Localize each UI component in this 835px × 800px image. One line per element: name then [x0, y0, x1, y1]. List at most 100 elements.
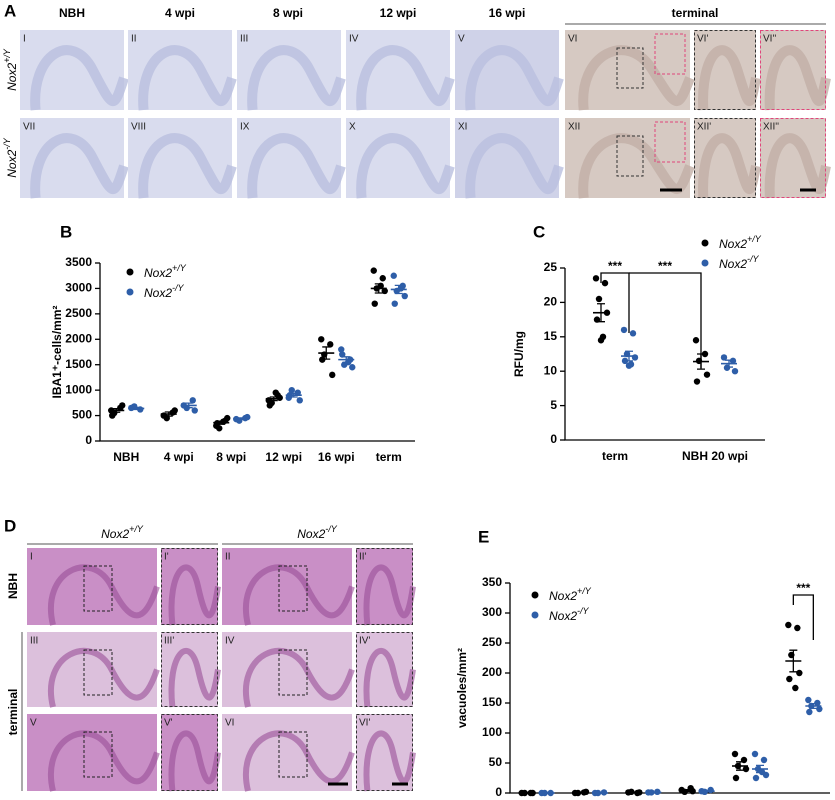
data-point: [381, 287, 388, 295]
data-point: [731, 368, 739, 375]
legend-marker: [701, 239, 709, 247]
tile-numeral: I: [23, 34, 26, 45]
zoom-border: [760, 118, 826, 198]
y-tick-label: 0: [550, 432, 557, 446]
x-tick-label: NBH: [113, 450, 139, 464]
x-tick-label: NBH 20 wpi: [682, 449, 748, 463]
tissue-fold: [363, 564, 416, 626]
tile-numeral: III: [30, 636, 38, 647]
data-point: [785, 621, 792, 629]
column-header: 12 wpi: [380, 6, 417, 20]
x-tick-label: 16 wpi: [318, 450, 355, 464]
label-superscript: +/Y: [577, 586, 592, 596]
panel-label: B: [60, 222, 72, 241]
row-label: NBH: [6, 573, 20, 599]
zoom-border: [161, 548, 218, 625]
label-superscript: -/Y: [325, 524, 337, 534]
tissue-fold: [138, 133, 237, 199]
significance-label: ***: [608, 259, 622, 273]
tissue-fold: [356, 133, 455, 199]
row-label: terminal: [6, 689, 20, 736]
tissue-fold: [30, 45, 129, 111]
panel-label: E: [478, 527, 489, 546]
error-bar: [756, 764, 764, 774]
error-bar: [132, 406, 141, 411]
data-point: [379, 275, 386, 282]
zoom-border: [161, 714, 218, 791]
error-bar: [374, 283, 383, 294]
data-point: [318, 336, 325, 343]
axis: [564, 268, 765, 441]
data-point: [731, 750, 739, 758]
y-tick-label: 0: [495, 785, 502, 799]
y-tick-label: 5: [550, 398, 557, 412]
data-point: [631, 354, 639, 361]
column-header: Nox2-/Y: [297, 524, 338, 541]
tissue-fold: [168, 730, 221, 792]
data-point: [752, 774, 760, 782]
tissue-fold: [764, 133, 831, 199]
data-point: [625, 362, 633, 369]
data-point: [806, 708, 813, 716]
zoom-border: [356, 632, 413, 707]
panel-label: A: [4, 1, 16, 20]
data-point: [760, 756, 768, 764]
row-label: Nox2-/Y: [2, 137, 19, 178]
y-tick-label: 1500: [65, 357, 92, 371]
error-bar: [702, 789, 711, 793]
y-tick-label: 20: [544, 295, 558, 309]
error-bar: [322, 346, 331, 360]
tissue-fold: [356, 45, 455, 111]
data-point: [329, 371, 336, 379]
tile-numeral: VI': [359, 718, 370, 729]
data-point: [729, 357, 737, 365]
data-point: [597, 337, 605, 344]
data-point: [109, 412, 116, 419]
zoom-box: [83, 731, 113, 778]
column-header: 8 wpi: [273, 6, 303, 20]
x-tick-label: term: [602, 449, 628, 463]
label-name: Nox2: [719, 257, 747, 271]
data-point: [620, 326, 628, 334]
legend-label: Nox2-/Y: [549, 606, 590, 623]
zoom-box: [278, 565, 308, 612]
tissue-fold: [465, 133, 564, 199]
y-tick-label: 500: [72, 408, 92, 422]
error-bar: [342, 356, 351, 364]
tile-numeral: XII: [568, 122, 580, 133]
tissue-fold: [363, 647, 416, 708]
y-tick-label: 15: [544, 329, 558, 343]
tile-numeral: III': [164, 636, 174, 647]
error-bar: [289, 392, 298, 398]
panel-label: D: [4, 516, 16, 535]
zoom-box: [616, 47, 644, 89]
y-tick-label: 250: [482, 635, 502, 649]
data-point: [742, 765, 750, 773]
tile-numeral: X: [349, 122, 356, 133]
column-header: terminal: [672, 6, 719, 20]
y-tick-label: 25: [544, 260, 558, 274]
error-bar: [576, 791, 584, 794]
data-point: [191, 407, 198, 414]
error-bar: [237, 417, 246, 421]
zoom-border: [161, 632, 218, 707]
tile-numeral: II: [131, 34, 137, 45]
label-superscript: +/Y: [129, 524, 144, 534]
y-tick-label: 150: [482, 695, 502, 709]
tissue-fold: [48, 648, 160, 708]
zoom-border: [694, 30, 756, 110]
error-bar: [682, 789, 691, 793]
y-tick-label: 50: [489, 755, 503, 769]
data-point: [370, 267, 377, 274]
legend-label: Nox2-/Y: [144, 283, 185, 300]
tile-numeral: IX: [240, 122, 250, 133]
zoom-border: [356, 714, 413, 791]
data-point: [720, 354, 728, 361]
zoom-border: [356, 548, 413, 625]
error-bar: [809, 702, 818, 710]
tissue-fold: [168, 647, 221, 708]
data-point: [390, 272, 397, 279]
tissue-fold: [698, 45, 761, 111]
data-point: [391, 300, 398, 307]
data-point: [216, 425, 223, 432]
